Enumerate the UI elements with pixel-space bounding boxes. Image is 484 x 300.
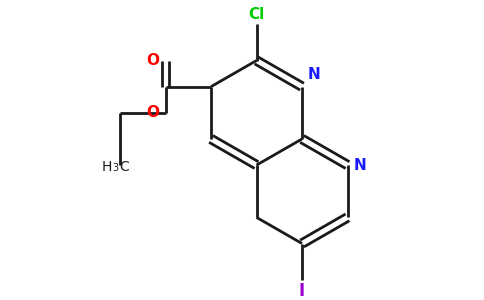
Text: O: O xyxy=(147,105,160,120)
Text: I: I xyxy=(299,282,305,300)
Text: H: H xyxy=(101,160,112,173)
Text: N: N xyxy=(353,158,366,172)
Text: Cl: Cl xyxy=(248,7,265,22)
Text: C: C xyxy=(119,160,129,173)
Text: 3: 3 xyxy=(112,164,118,173)
Text: O: O xyxy=(147,53,160,68)
Text: N: N xyxy=(308,67,320,82)
